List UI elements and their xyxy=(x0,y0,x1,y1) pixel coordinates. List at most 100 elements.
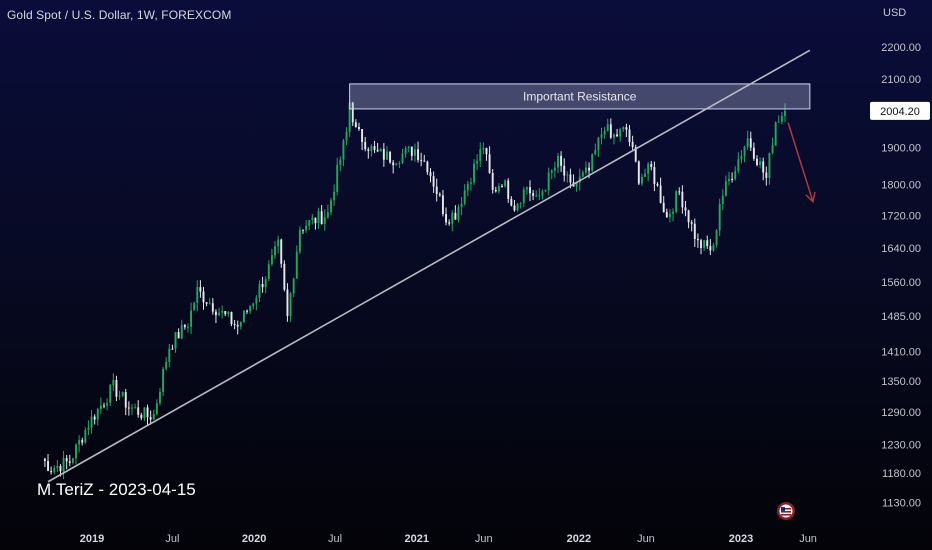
candle-body xyxy=(162,368,165,392)
candle-body xyxy=(712,245,715,251)
last-price-label: 2004.20 xyxy=(880,106,920,118)
candle-body xyxy=(678,191,681,193)
candle-body xyxy=(463,190,466,204)
candle-body xyxy=(703,240,706,249)
candle-body xyxy=(700,240,702,249)
candle-body xyxy=(106,402,109,406)
candle-body xyxy=(768,152,771,178)
candle-body xyxy=(190,310,193,327)
price-axis: 2200.00 2100.00 1900.00 1800.00 1720.00 1640.… xyxy=(881,42,921,509)
candle-body xyxy=(43,458,46,461)
candle-body xyxy=(186,326,189,328)
candle-body xyxy=(342,140,345,160)
candle-body xyxy=(504,180,507,187)
candle-body xyxy=(460,203,463,208)
candle-body xyxy=(743,146,746,156)
candle-body xyxy=(429,172,432,177)
candle-body xyxy=(435,186,438,195)
candle-body xyxy=(333,191,336,201)
candle-body xyxy=(345,131,348,141)
candle-body xyxy=(501,185,503,187)
candle-body xyxy=(171,348,174,350)
candle-body xyxy=(71,458,74,463)
candle-body xyxy=(398,162,401,164)
candle-body xyxy=(762,161,765,173)
projection-arrow-layer xyxy=(787,122,816,204)
candle-body xyxy=(619,129,622,137)
candle-body xyxy=(292,278,295,294)
candle-body xyxy=(420,160,423,162)
candle-body xyxy=(339,159,342,165)
candle-body xyxy=(183,324,186,328)
price-tick-label: 1130.00 xyxy=(882,498,921,510)
candle-body xyxy=(65,458,68,462)
candle-body xyxy=(199,287,202,292)
candle-body xyxy=(469,182,472,184)
candle-body xyxy=(252,303,255,307)
candle-body xyxy=(672,211,674,214)
candle-body xyxy=(115,380,118,397)
candle-body xyxy=(202,291,205,303)
candle-body xyxy=(112,380,115,386)
support-trendline xyxy=(47,49,811,483)
time-tick-label: Jun xyxy=(475,533,493,545)
candle-body xyxy=(569,174,572,183)
time-tick-label: Jun xyxy=(637,533,655,545)
candle-body xyxy=(603,130,606,135)
candle-body xyxy=(662,202,665,213)
candle-body xyxy=(84,429,87,443)
candle-body xyxy=(616,134,619,137)
candle-body xyxy=(370,146,373,151)
candle-body xyxy=(392,162,395,166)
candle-body xyxy=(246,310,248,312)
candle-body xyxy=(675,191,678,212)
candle-body xyxy=(715,230,718,246)
candle-body xyxy=(308,219,311,226)
candle-body xyxy=(401,153,404,163)
candle-body xyxy=(323,217,326,224)
candle-body xyxy=(326,212,329,218)
candle-body xyxy=(224,311,227,315)
candle-body xyxy=(525,187,528,190)
candle-body xyxy=(286,289,289,317)
candle-body xyxy=(591,154,594,171)
candle-body xyxy=(283,263,286,290)
candle-body xyxy=(127,407,130,409)
candle-body xyxy=(410,146,413,156)
candle-body xyxy=(155,403,158,415)
candle-body xyxy=(255,297,258,304)
candle-body xyxy=(78,440,81,445)
candle-body xyxy=(267,264,270,280)
candle-body xyxy=(585,167,587,173)
candle-body xyxy=(264,279,267,288)
time-axis: 2019 Jul 2020 Jul 2021 Jun 2022 Jun 2023 Jun xyxy=(80,533,817,545)
currency-label: USD xyxy=(883,7,907,19)
candle-body xyxy=(314,217,317,224)
candle-body xyxy=(249,306,252,312)
candle-body xyxy=(553,167,556,171)
candle-body xyxy=(205,302,208,304)
candle-body xyxy=(177,332,180,339)
candle-body xyxy=(693,223,696,239)
candle-body xyxy=(588,167,591,171)
candle-body xyxy=(563,165,566,176)
candle-body xyxy=(50,470,53,473)
time-tick-label: 2022 xyxy=(567,533,591,545)
candle-body xyxy=(479,149,482,161)
candle-body xyxy=(634,147,637,162)
candle-body xyxy=(541,191,544,196)
candle-body xyxy=(423,160,426,162)
time-tick-label: 2023 xyxy=(729,533,753,545)
candle-body xyxy=(196,287,199,303)
candle-body xyxy=(174,332,177,349)
candle-body xyxy=(466,183,469,191)
candle-body xyxy=(348,102,351,132)
candle-body xyxy=(724,181,727,196)
candle-body xyxy=(99,405,102,409)
candle-body xyxy=(684,207,687,211)
price-tick-label: 2100.00 xyxy=(881,74,921,86)
candle-body xyxy=(734,170,737,180)
candle-body xyxy=(581,172,584,177)
